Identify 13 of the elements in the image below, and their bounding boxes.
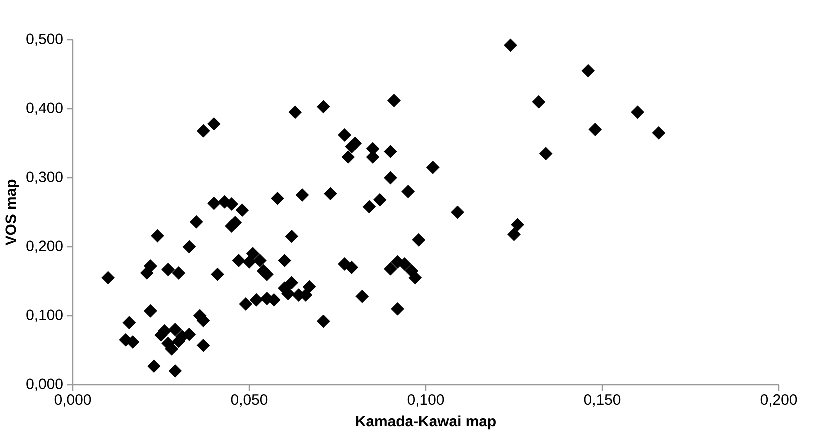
y-tick-label: 0,500 — [26, 34, 63, 46]
x-tick-label: 0,200 — [760, 394, 798, 407]
y-axis-title: VOS map — [6, 180, 20, 246]
x-tick-label: 0,050 — [231, 394, 268, 407]
x-tick-label: 0,100 — [408, 394, 444, 407]
x-tick-label: 0,000 — [54, 394, 92, 407]
x-axis-title: Kamada-Kawai map — [356, 416, 496, 430]
y-tick-label: 0,000 — [26, 378, 63, 392]
y-tick-label: 0,400 — [26, 102, 63, 116]
x-tick-label: 0,150 — [584, 394, 621, 407]
y-tick-label: 0,100 — [26, 310, 63, 322]
y-tick-label: 0,300 — [26, 172, 63, 184]
y-tick-label: 0,200 — [26, 240, 63, 254]
